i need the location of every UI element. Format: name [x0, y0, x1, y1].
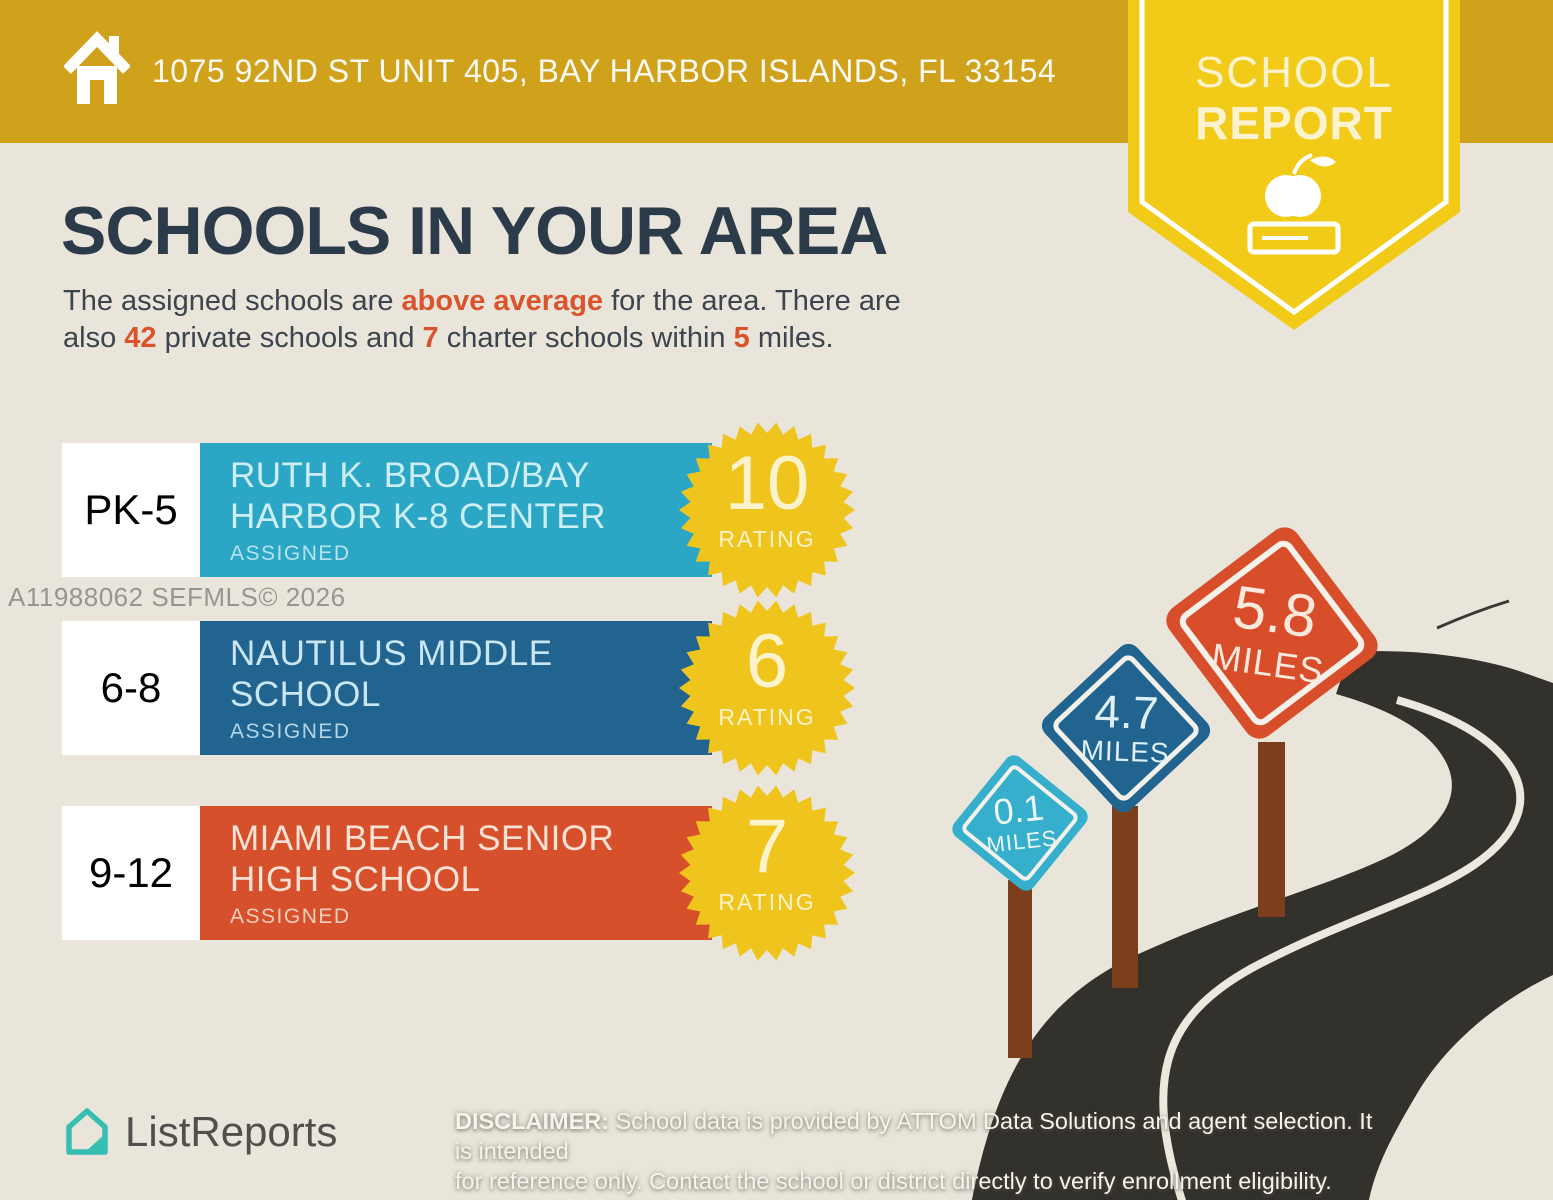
distance-sign-nearest: 0.1 MILES [948, 751, 1092, 895]
ribbon-shape [1128, 0, 1460, 330]
highlight-radius-miles: 5 [733, 322, 750, 354]
intro-text: The assigned schools are above average f… [63, 283, 901, 357]
road-body [971, 651, 1553, 1200]
disclaimer-line-1: DISCLAIMER: School data is provided by A… [455, 1108, 1373, 1164]
assigned-tag: ASSIGNED [230, 541, 351, 565]
school-bar-high: MIAMI BEACH SENIOR HIGH SCHOOL ASSIGNED [200, 806, 712, 940]
assigned-tag: ASSIGNED [230, 719, 351, 743]
highlight-charter-count: 7 [422, 322, 439, 354]
school-bar-elementary: RUTH K. BROAD/BAY HARBOR K-8 CENTER ASSIG… [200, 443, 712, 577]
sign-post [1008, 880, 1032, 1058]
grade-range-middle: 6-8 [62, 621, 200, 755]
rating-value: 10 [724, 441, 810, 526]
ribbon-title-report: REPORT [1195, 97, 1393, 149]
assigned-tag: ASSIGNED [230, 904, 351, 928]
sign-post [1112, 806, 1138, 988]
apple-book-icon [1247, 153, 1341, 255]
rating-value: 7 [745, 804, 789, 889]
listreports-logo: ListReports [63, 1106, 337, 1158]
grade-range-elementary: PK-5 [62, 443, 200, 577]
starburst-icon [679, 785, 855, 961]
school-name: NAUTILUS MIDDLE SCHOOL [230, 633, 553, 714]
highlight-above-average: above average [401, 285, 604, 317]
home-icon [64, 31, 130, 104]
starburst-icon [679, 600, 855, 776]
highlight-private-count: 42 [124, 322, 157, 354]
intro-line-1: The assigned schools are above average f… [63, 285, 901, 317]
mls-watermark: A11988062 SEFMLS© 2026 [8, 582, 346, 612]
school-report-ribbon: SCHOOL REPORT [1128, 0, 1460, 334]
listreports-house-icon [66, 1108, 108, 1155]
distance-sign-middle: 4.7 MILES [1036, 638, 1216, 818]
disclaimer-line-2: for reference only. Contact the school o… [455, 1168, 1332, 1194]
road-horizon-line [1436, 599, 1510, 630]
listreports-wordmark: ListReports [125, 1108, 338, 1155]
school-bar-middle: NAUTILUS MIDDLE SCHOOL ASSIGNED [200, 621, 712, 755]
sign-label: 5.8 MILES [1208, 572, 1327, 692]
rating-label: RATING [718, 889, 816, 915]
ribbon-title-school: SCHOOL [1195, 48, 1393, 97]
rating-badge-high: 7 RATING [679, 785, 855, 961]
page-title: SCHOOLS IN YOUR AREA [61, 193, 888, 269]
rating-value: 6 [745, 619, 789, 704]
disclaimer-text: DISCLAIMER: School data is provided by A… [455, 1106, 1375, 1196]
sign-label: 4.7 MILES [1080, 684, 1171, 769]
sign-label: 0.1 MILES [985, 786, 1059, 858]
rating-badge-elementary: 10 RATING [679, 422, 855, 598]
starburst-icon [679, 422, 855, 598]
school-name: RUTH K. BROAD/BAY HARBOR K-8 CENTER [230, 455, 607, 536]
school-name: MIAMI BEACH SENIOR HIGH SCHOOL [230, 818, 615, 899]
rating-badge-middle: 6 RATING [679, 600, 855, 776]
rating-label: RATING [718, 704, 816, 730]
sign-post [1258, 742, 1285, 917]
distance-sign-farthest: 5.8 MILES [1159, 520, 1385, 746]
intro-line-2: also 42 private schools and 7 charter sc… [63, 322, 834, 354]
road-center-line [1159, 696, 1525, 1200]
rating-label: RATING [718, 526, 816, 552]
property-address: 1075 92ND ST UNIT 405, BAY HARBOR ISLAND… [152, 53, 1057, 89]
grade-range-high: 9-12 [62, 806, 200, 940]
